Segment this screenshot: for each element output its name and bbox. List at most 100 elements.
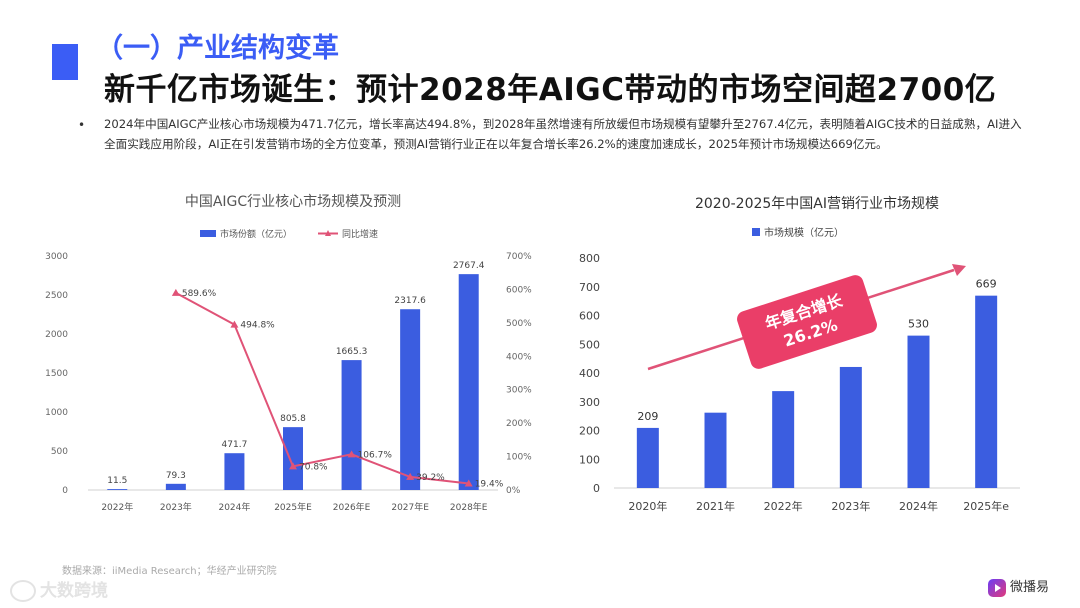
y-tick-label: 0 xyxy=(62,486,68,496)
bar-value-label: 530 xyxy=(908,318,929,331)
y-tick-label: 500 xyxy=(51,447,68,457)
y-tick-label: 2000 xyxy=(45,330,68,340)
y2-tick-label: 500% xyxy=(506,319,532,329)
y2-tick-label: 100% xyxy=(506,453,532,463)
legend-line-label: 同比增速 xyxy=(342,228,378,240)
bar xyxy=(907,335,930,488)
y-tick-label: 100 xyxy=(579,453,600,466)
x-tick-label: 2026年E xyxy=(333,501,371,513)
line-point xyxy=(289,462,297,470)
x-tick-label: 2022年 xyxy=(101,501,133,513)
y-tick-label: 3000 xyxy=(45,252,68,262)
x-tick-label: 2023年 xyxy=(160,501,192,513)
bar xyxy=(636,427,659,488)
x-tick-label: 2028年E xyxy=(450,501,488,513)
summary-text: 2024年中国AIGC产业核心市场规模为471.7亿元，增长率高达494.8%，… xyxy=(104,117,1022,151)
bar xyxy=(165,483,186,490)
x-tick-label: 2025年e xyxy=(963,499,1009,513)
legend-line-marker xyxy=(325,230,331,236)
y-tick-label: 200 xyxy=(579,425,600,438)
x-tick-label: 2025年E xyxy=(274,501,312,513)
line-value-label: 494.8% xyxy=(240,321,275,331)
bar-value-label: 2767.4 xyxy=(453,261,485,271)
section-label: （一）产业结构变革 xyxy=(96,33,339,64)
line-value-label: 39.2% xyxy=(416,473,445,483)
bar-value-label: 1665.3 xyxy=(336,347,368,357)
line-value-label: 589.6% xyxy=(182,289,217,299)
line-point xyxy=(406,472,415,480)
y-tick-label: 0 xyxy=(593,482,600,495)
y2-tick-label: 600% xyxy=(506,285,532,295)
bar xyxy=(341,360,362,490)
watermark: 大数跨境 xyxy=(10,576,108,602)
y2-tick-label: 200% xyxy=(506,419,532,429)
ai-marketing-chart: 2020-2025年中国AI营销行业市场规模市场规模（亿元） 0 100 200 300… xyxy=(570,186,1040,526)
y-tick-label: 500 xyxy=(579,338,600,351)
bar xyxy=(704,412,727,488)
y-tick-label: 1000 xyxy=(45,408,68,418)
legend-bar-swatch xyxy=(752,228,760,236)
x-tick-label: 2023年 xyxy=(831,499,870,513)
line-value-label: 106.7% xyxy=(358,450,393,460)
line-point xyxy=(347,450,356,458)
cagr-badge-bg xyxy=(737,275,877,369)
y-tick-label: 300 xyxy=(579,396,600,409)
source-note: 数据来源：iiMedia Research；华经产业研究院 xyxy=(62,566,277,577)
watermark-icon xyxy=(10,580,36,602)
bar-value-label: 805.8 xyxy=(280,414,306,424)
y2-tick-label: 700% xyxy=(506,252,532,262)
y2-tick-label: 300% xyxy=(506,386,532,396)
x-tick-label: 2020年 xyxy=(628,499,667,513)
bar xyxy=(839,366,862,488)
bar xyxy=(772,391,795,488)
bar xyxy=(400,309,421,490)
x-tick-label: 2027年E xyxy=(391,501,429,513)
page-title: 新千亿市场诞生：预计2028年AIGC带动的市场空间超2700亿 xyxy=(104,72,997,108)
trend-arrow-head xyxy=(952,264,966,276)
y-tick-label: 800 xyxy=(579,252,600,265)
aigc-market-chart: 中国AIGC行业核心市场规模及预测市场份额（亿元） 同比增速 0 500 1000 150… xyxy=(40,186,550,526)
brand-logo: 微播易 xyxy=(988,576,1049,597)
y-tick-label: 1500 xyxy=(45,369,68,379)
x-tick-label: 2024年 xyxy=(899,499,938,513)
bar xyxy=(283,427,303,490)
y2-tick-label: 400% xyxy=(506,352,532,362)
bar-value-label: 79.3 xyxy=(166,471,186,481)
line-point xyxy=(230,320,239,328)
chart-title: 中国AIGC行业核心市场规模及预测 xyxy=(185,193,401,210)
bar xyxy=(107,489,128,490)
legend-bar-swatch xyxy=(200,230,216,237)
accent-block xyxy=(52,44,78,80)
bar-value-label: 471.7 xyxy=(222,440,248,450)
line-value-label: 70.8% xyxy=(299,462,328,472)
watermark-text: 大数跨境 xyxy=(40,581,108,601)
y-tick-label: 400 xyxy=(579,367,600,380)
bar xyxy=(224,453,245,490)
play-icon xyxy=(988,578,1006,597)
legend-bar-label: 市场规模（亿元） xyxy=(764,226,844,239)
y-tick-label: 600 xyxy=(579,310,600,323)
line-value-label: 19.4% xyxy=(475,480,504,490)
bar-value-label: 2317.6 xyxy=(394,296,426,306)
x-tick-label: 2024年 xyxy=(218,501,250,513)
bar xyxy=(975,295,998,488)
brand-name: 微播易 xyxy=(1010,580,1050,595)
x-tick-label: 2022年 xyxy=(764,499,803,513)
x-tick-label: 2021年 xyxy=(696,499,735,513)
bullet-marker: • xyxy=(78,118,86,132)
bar xyxy=(458,274,479,490)
line-point xyxy=(171,288,180,296)
bar-value-label: 11.5 xyxy=(107,476,127,486)
line-point xyxy=(464,479,473,487)
y2-tick-label: 0% xyxy=(506,486,521,496)
legend-bar-label: 市场份额（亿元） xyxy=(220,228,292,240)
bar-value-label: 209 xyxy=(637,410,658,423)
growth-line xyxy=(175,292,469,485)
y-tick-label: 2500 xyxy=(45,291,68,301)
chart-title: 2020-2025年中国AI营销行业市场规模 xyxy=(695,195,939,212)
y-tick-label: 700 xyxy=(579,281,600,294)
bar-value-label: 669 xyxy=(976,278,997,291)
